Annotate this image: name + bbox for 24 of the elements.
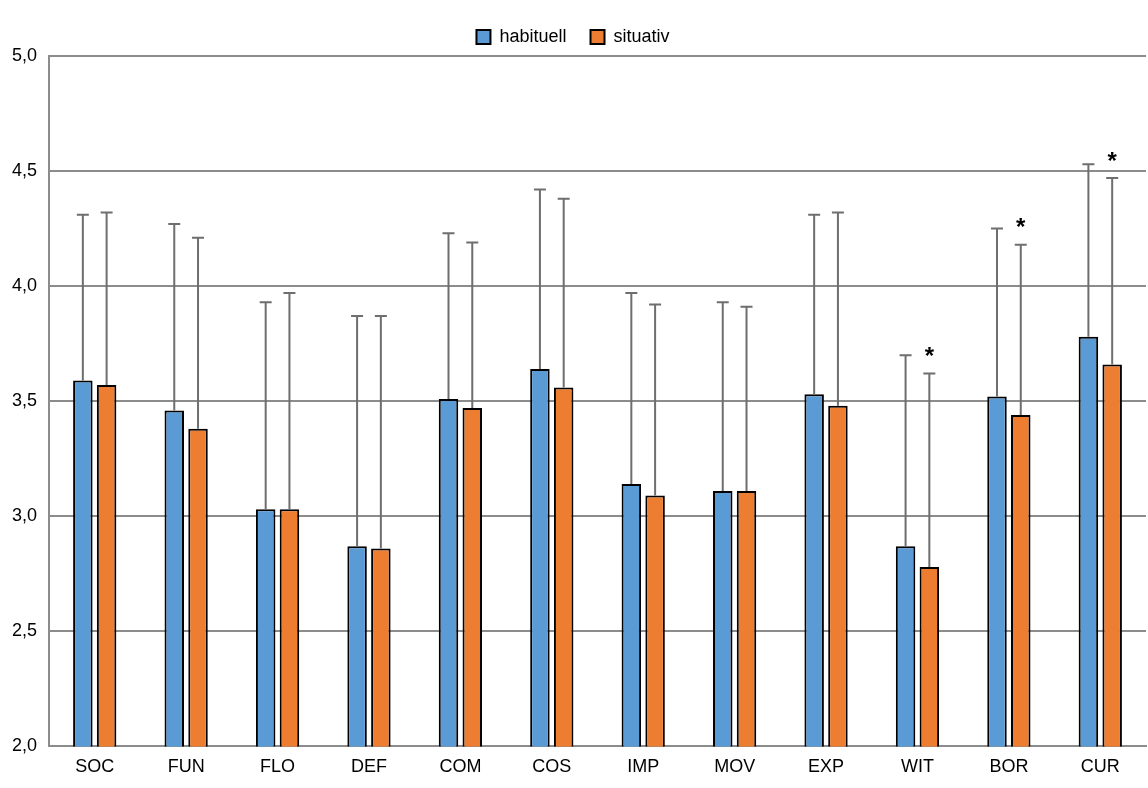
x-tick-label: IMP [627, 756, 660, 777]
x-tick-label: CUR [1080, 756, 1120, 777]
y-tick-label: 2,0 [11, 735, 38, 756]
y-tick-label: 3,0 [11, 505, 38, 526]
y-tick-label: 2,5 [11, 620, 38, 641]
annotation: * [1016, 213, 1027, 241]
x-tick-label: SOC [75, 756, 115, 777]
x-tick-label: COM [439, 756, 482, 777]
x-tick-label: COS [532, 756, 572, 777]
x-tick-label: WIT [900, 756, 934, 777]
x-tick-label: FLO [260, 756, 296, 777]
legend-label: habituell [499, 25, 567, 46]
legend-label: situativ [613, 25, 670, 46]
x-tick-label: FUN [167, 756, 205, 777]
y-tick-label: 3,5 [11, 390, 38, 411]
y-tick-label: 4,5 [11, 160, 38, 181]
annotation: * [924, 342, 935, 370]
x-tick-label: DEF [350, 756, 387, 777]
y-tick-label: 4,0 [11, 275, 38, 296]
x-tick-label: EXP [808, 756, 845, 777]
y-tick-label: 5,0 [11, 44, 38, 65]
x-tick-label: MOV [714, 756, 756, 777]
annotation: * [1107, 146, 1118, 174]
x-tick-label: BOR [989, 756, 1029, 777]
